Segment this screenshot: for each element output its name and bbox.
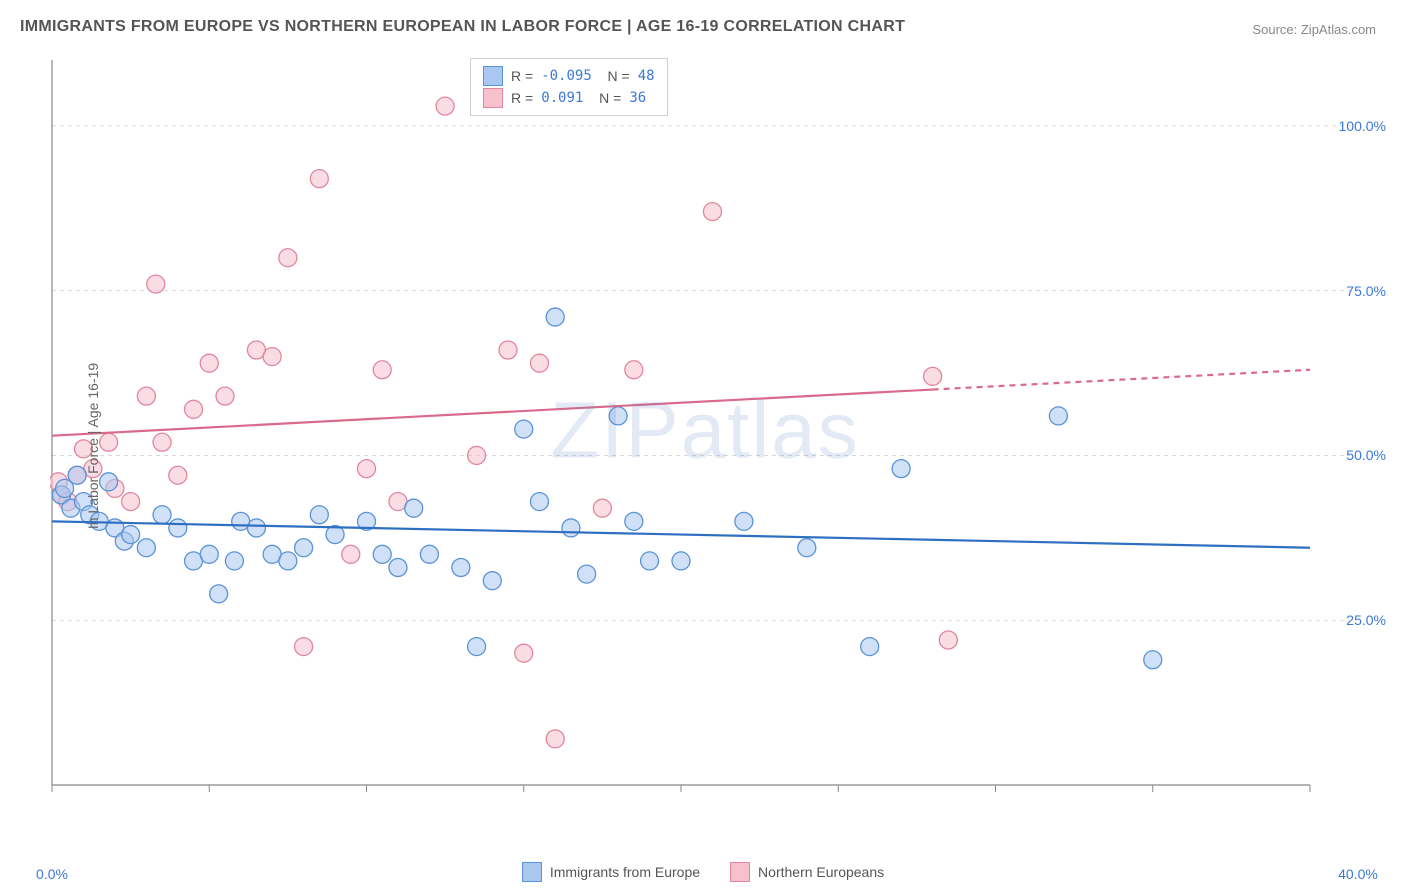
y-tick-label: 75.0% [1346, 283, 1386, 299]
legend-swatch-0 [522, 862, 542, 882]
legend-swatch-blue [483, 66, 503, 86]
x-tick-8: 40.0% [1338, 866, 1378, 882]
y-tick-label: 50.0% [1346, 447, 1386, 463]
scatter-chart [50, 55, 1360, 815]
legend-n-value-0: 48 [638, 65, 655, 87]
legend-r-label: R = [511, 65, 533, 87]
x-tick-0: 0.0% [36, 866, 68, 882]
plot-area: ZIPatlas [50, 55, 1360, 815]
legend-n-label: N = [591, 87, 621, 109]
chart-title: IMMIGRANTS FROM EUROPE VS NORTHERN EUROP… [20, 18, 905, 36]
legend-n-label: N = [600, 65, 630, 87]
y-tick-label: 25.0% [1346, 612, 1386, 628]
legend-label-0: Immigrants from Europe [550, 864, 700, 880]
legend-r-value-0: -0.095 [541, 65, 592, 87]
legend-swatch-pink [483, 88, 503, 108]
series-legend: Immigrants from Europe Northern European… [0, 862, 1406, 882]
y-axis-label: In Labor Force | Age 16-19 [85, 363, 101, 529]
legend-row-pink: R = 0.091 N = 36 [483, 87, 655, 109]
legend-item-0: Immigrants from Europe [522, 862, 700, 882]
legend-r-value-1: 0.091 [541, 87, 583, 109]
source-label: Source: ZipAtlas.com [1252, 22, 1376, 37]
legend-n-value-1: 36 [629, 87, 646, 109]
y-tick-label: 100.0% [1339, 118, 1386, 134]
legend-swatch-1 [730, 862, 750, 882]
correlation-legend: R = -0.095 N = 48 R = 0.091 N = 36 [470, 58, 668, 116]
legend-r-label: R = [511, 87, 533, 109]
legend-row-blue: R = -0.095 N = 48 [483, 65, 655, 87]
legend-item-1: Northern Europeans [730, 862, 884, 882]
legend-label-1: Northern Europeans [758, 864, 884, 880]
